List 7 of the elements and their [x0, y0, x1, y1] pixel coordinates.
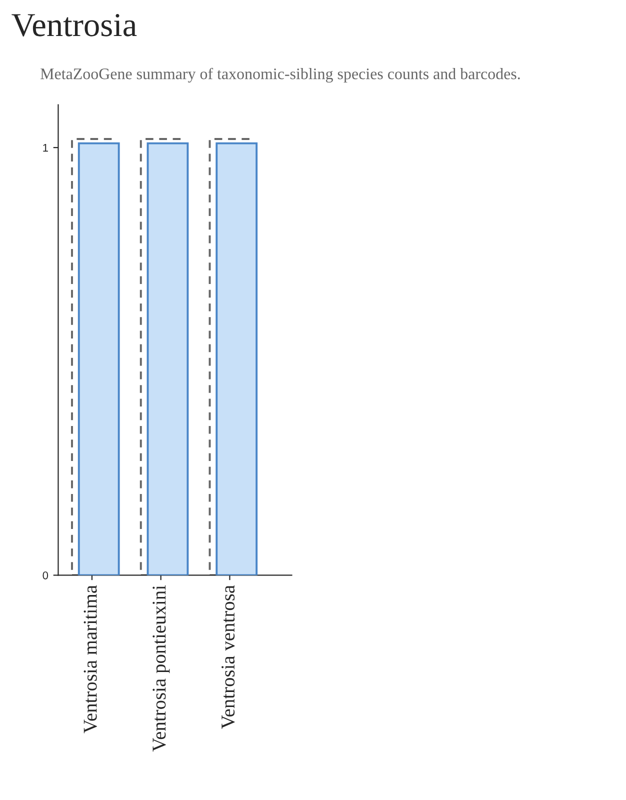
x-tick-label: Ventrosia maritima [84, 585, 97, 734]
y-tick-label: 1 [43, 144, 48, 152]
y-tick-label: 0 [42, 571, 48, 580]
x-tick-label: Ventrosia ventrosa [222, 585, 235, 729]
x-tick-label: Ventrosia pontieuxini [152, 585, 170, 752]
chart-title: Ventrosia [12, 14, 137, 37]
chart-subtitle: MetaZooGene summary of taxonomic-sibling species counts and barcodes. [40, 68, 520, 83]
